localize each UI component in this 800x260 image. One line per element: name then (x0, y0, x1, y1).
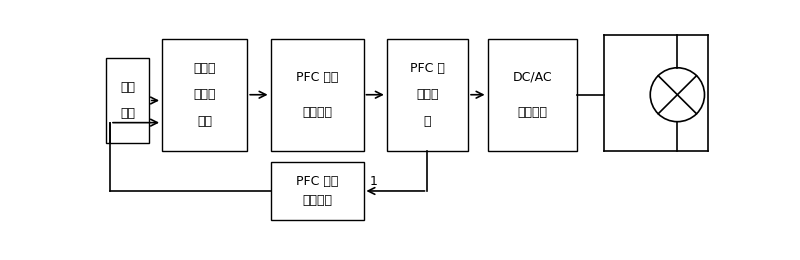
Text: 1: 1 (370, 175, 378, 188)
Bar (487, 39, 577, 151)
Text: 测逻辑: 测逻辑 (194, 88, 216, 101)
Text: PFC 母线: PFC 母线 (296, 71, 338, 84)
Text: 电压: 电压 (120, 107, 135, 120)
Bar (106, 58, 149, 143)
Text: DC/AC: DC/AC (512, 71, 552, 84)
Bar (270, 162, 363, 220)
Bar (270, 39, 363, 151)
Text: 电路: 电路 (197, 115, 212, 128)
Text: PFC 主: PFC 主 (410, 62, 445, 75)
Bar (162, 39, 247, 151)
Text: 逆变电路: 逆变电路 (517, 106, 547, 119)
Text: PFC 母线: PFC 母线 (296, 175, 338, 188)
Bar (386, 39, 468, 151)
Text: 欠压检: 欠压检 (194, 62, 216, 75)
Text: 调压电路: 调压电路 (302, 106, 332, 119)
Text: 参考: 参考 (120, 81, 135, 94)
Text: 分压电路: 分压电路 (302, 194, 332, 207)
Text: 功率电: 功率电 (416, 88, 438, 101)
Text: 路: 路 (424, 115, 431, 128)
